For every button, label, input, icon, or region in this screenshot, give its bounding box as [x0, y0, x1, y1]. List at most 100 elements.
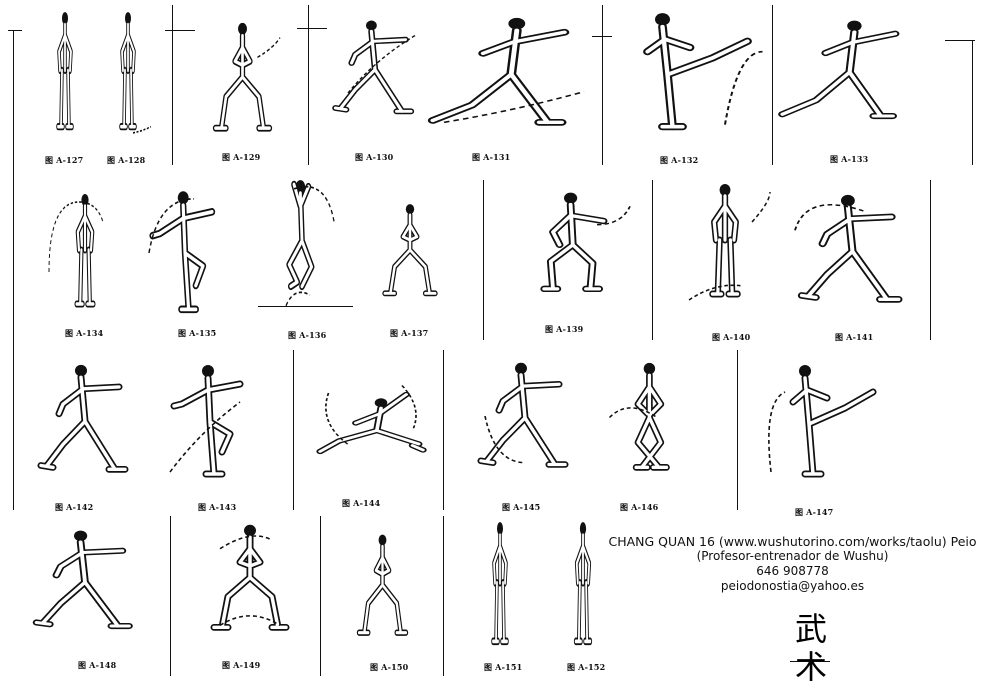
- motion-arc: [794, 204, 865, 231]
- figure-head: [366, 20, 377, 31]
- figure-head: [655, 13, 670, 26]
- pose-drawing: [643, 13, 763, 131]
- separator-vertical: [308, 5, 310, 165]
- phone-line: 646 908778: [756, 564, 829, 578]
- figure-uniform: [780, 30, 898, 118]
- pose-drawing: [794, 194, 903, 303]
- pose-drawing: [56, 12, 74, 131]
- pose-drawing: [210, 524, 290, 631]
- motion-arc: [484, 415, 526, 464]
- separator-horizontal: [297, 28, 327, 30]
- figure-f127: [40, 10, 90, 135]
- hanzi-wu: 武: [794, 610, 827, 648]
- figure-caption: 图 A-141: [835, 332, 874, 342]
- figure-f147: [768, 362, 877, 482]
- figure-uniform: [212, 535, 288, 630]
- pose-drawing: [356, 534, 409, 636]
- separator-horizontal: [8, 30, 22, 32]
- figure-f141: [794, 192, 910, 307]
- separator-vertical: [172, 5, 174, 165]
- pose-drawing: [148, 191, 216, 314]
- figure-head: [515, 362, 527, 374]
- figure-caption: 图 A-135: [178, 328, 217, 338]
- motion-arc: [443, 90, 585, 124]
- separator-vertical: [320, 516, 322, 676]
- figure-uniform: [799, 205, 901, 302]
- pose-drawing: [491, 522, 509, 646]
- separator-vertical: [443, 516, 445, 676]
- figure-head: [125, 12, 131, 25]
- figure-uniform: [479, 373, 567, 467]
- figure-f143: [160, 362, 260, 482]
- figure-uniform: [634, 373, 669, 470]
- figure-f131: [427, 15, 585, 130]
- pose-drawing: [32, 530, 133, 630]
- pose-drawing: [316, 385, 427, 455]
- figure-caption: 图 A-133: [830, 154, 869, 164]
- figure-head: [841, 194, 855, 207]
- figure-uniform: [39, 375, 127, 472]
- figure-uniform: [34, 540, 131, 628]
- figure-f151: [475, 520, 525, 650]
- figure-uniform: [214, 33, 271, 130]
- separator-horizontal: [258, 306, 353, 308]
- motion-arc: [724, 50, 763, 125]
- figure-f146: [600, 360, 695, 475]
- figure-f129: [205, 18, 281, 136]
- figure-caption: 图 A-152: [567, 662, 606, 672]
- figure-uniform: [151, 203, 214, 312]
- separator-vertical: [972, 40, 974, 165]
- figure-caption: 图 A-149: [222, 660, 261, 670]
- figure-caption: 图 A-146: [620, 502, 659, 512]
- figure-f150: [350, 530, 415, 640]
- separator-vertical: [772, 5, 774, 165]
- motion-arc: [219, 535, 281, 627]
- figure-uniform: [710, 194, 740, 296]
- separator-horizontal: [790, 661, 830, 663]
- figure-caption: 图 A-147: [795, 507, 834, 517]
- figure-caption: 图 A-127: [45, 155, 84, 165]
- motion-arc: [169, 401, 241, 473]
- figure-uniform: [357, 544, 408, 635]
- pose-drawing: [608, 362, 670, 471]
- figure-uniform: [574, 533, 592, 644]
- figure-f137: [375, 200, 445, 300]
- figure-caption: 图 A-140: [712, 332, 751, 342]
- figure-head: [564, 192, 578, 204]
- figure-caption: 图 A-143: [198, 502, 237, 512]
- figure-f130: [330, 18, 420, 118]
- motion-arc: [688, 191, 771, 301]
- figure-head: [202, 365, 214, 377]
- pose-drawing: [768, 365, 877, 478]
- separator-vertical: [293, 350, 295, 510]
- figure-body: [778, 28, 900, 120]
- figure-uniform: [318, 393, 425, 453]
- separator-vertical: [443, 350, 445, 510]
- figure-f142: [35, 362, 135, 477]
- motion-arc: [285, 185, 335, 307]
- figure-caption: 图 A-148: [78, 660, 117, 670]
- motion-arc: [48, 201, 104, 273]
- separator-horizontal: [165, 30, 195, 32]
- figure-caption: 图 A-134: [65, 328, 104, 338]
- separator-vertical: [13, 30, 15, 510]
- motion-arc: [257, 37, 281, 59]
- pose-drawing: [285, 180, 335, 307]
- figure-f139: [520, 188, 631, 298]
- figure-head: [508, 17, 526, 30]
- figure-caption: 图 A-130: [355, 152, 394, 162]
- wushu-calligraphy: 武 术: [793, 610, 829, 686]
- figure-uniform: [542, 202, 606, 291]
- figure-f140: [680, 182, 771, 302]
- figure-f134: [48, 192, 115, 312]
- pose-drawing: [212, 22, 281, 132]
- pose-drawing: [477, 362, 569, 468]
- separator-vertical: [652, 180, 654, 340]
- figure-caption: 图 A-128: [107, 155, 146, 165]
- figure-head: [374, 398, 388, 408]
- figure-uniform: [791, 376, 875, 476]
- figure-f145: [475, 360, 575, 472]
- figure-caption: 图 A-142: [55, 502, 94, 512]
- figure-uniform: [120, 22, 136, 129]
